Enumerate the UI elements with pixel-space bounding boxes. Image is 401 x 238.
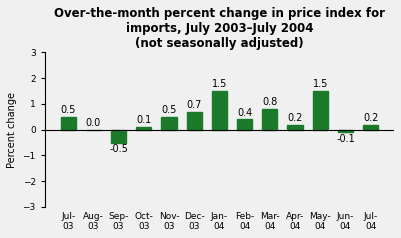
Text: 0.5: 0.5 [61, 105, 76, 115]
Text: 0.4: 0.4 [237, 108, 252, 118]
Bar [288, 124, 303, 130]
Text: 0.5: 0.5 [161, 105, 177, 115]
Text: -0.5: -0.5 [109, 144, 128, 154]
Bar [363, 124, 378, 130]
Bar [313, 91, 328, 130]
Bar [136, 127, 151, 130]
Bar [237, 119, 252, 130]
Text: 0.2: 0.2 [363, 113, 378, 123]
Bar [212, 91, 227, 130]
Bar [338, 130, 353, 132]
Bar [111, 130, 126, 143]
Text: -0.1: -0.1 [336, 134, 355, 144]
Bar [162, 117, 176, 130]
Bar [61, 117, 76, 130]
Bar [262, 109, 277, 130]
Text: 0.1: 0.1 [136, 115, 152, 125]
Text: 0.0: 0.0 [86, 118, 101, 128]
Text: 0.7: 0.7 [186, 100, 202, 110]
Bar [186, 112, 202, 130]
Title: Over-the-month percent change in price index for
imports, July 2003–July 2004
(n: Over-the-month percent change in price i… [54, 7, 385, 50]
Text: 0.8: 0.8 [262, 97, 277, 107]
Text: 1.5: 1.5 [312, 79, 328, 89]
Text: 1.5: 1.5 [212, 79, 227, 89]
Y-axis label: Percent change: Percent change [7, 92, 17, 168]
Text: 0.2: 0.2 [288, 113, 303, 123]
